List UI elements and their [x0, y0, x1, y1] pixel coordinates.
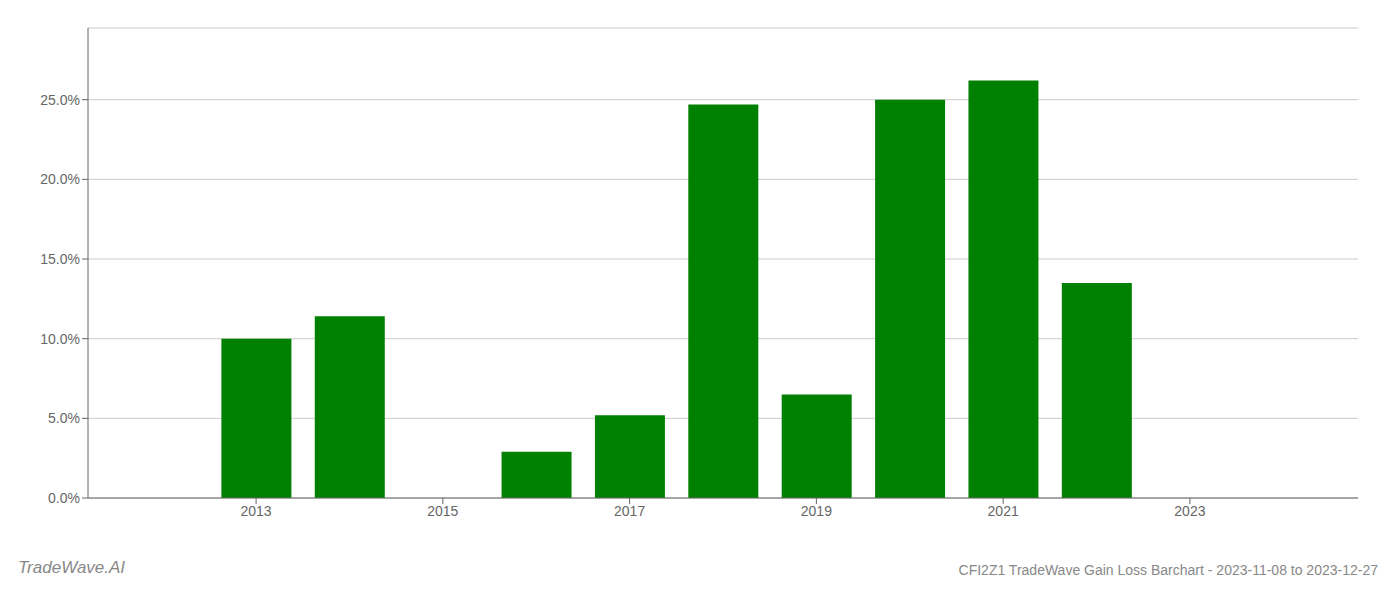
svg-text:2019: 2019 [801, 503, 832, 519]
html-text:TradeWave.AI: TradeWave.AI [18, 558, 126, 577]
svg-text:20.0%: 20.0% [40, 171, 80, 187]
svg-text:2017: 2017 [614, 503, 645, 519]
svg-text:10.0%: 10.0% [40, 331, 80, 347]
html-text:CFI2Z1 TradeWave Gain Loss Bar: CFI2Z1 TradeWave Gain Loss Barchart - 20… [958, 562, 1378, 578]
svg-text:2023: 2023 [1174, 503, 1205, 519]
svg-text:2013: 2013 [241, 503, 272, 519]
svg-text:2015: 2015 [427, 503, 458, 519]
svg-text:25.0%: 25.0% [40, 92, 80, 108]
svg-text:15.0%: 15.0% [40, 251, 80, 267]
svg-text:5.0%: 5.0% [48, 410, 80, 426]
svg-text:0.0%: 0.0% [48, 490, 80, 506]
svg-text:2021: 2021 [988, 503, 1019, 519]
